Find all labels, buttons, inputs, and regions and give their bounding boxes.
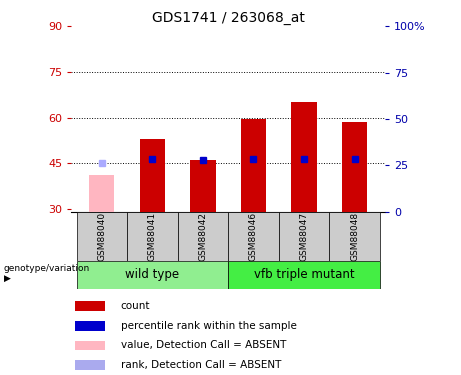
Text: GSM88041: GSM88041 bbox=[148, 211, 157, 261]
Bar bbox=[228, 261, 380, 289]
Bar bbox=[77, 212, 127, 261]
Text: GSM88042: GSM88042 bbox=[198, 212, 207, 261]
Bar bbox=[329, 212, 380, 261]
Title: GDS1741 / 263068_at: GDS1741 / 263068_at bbox=[152, 11, 305, 25]
Bar bbox=[75, 360, 105, 370]
Bar bbox=[127, 212, 177, 261]
Bar bbox=[89, 176, 114, 212]
Text: GSM88040: GSM88040 bbox=[97, 211, 106, 261]
Text: vfb triple mutant: vfb triple mutant bbox=[254, 268, 355, 281]
Bar bbox=[228, 212, 279, 261]
Bar bbox=[279, 212, 329, 261]
Bar bbox=[140, 139, 165, 212]
Text: count: count bbox=[121, 301, 150, 311]
Text: GSM88046: GSM88046 bbox=[249, 211, 258, 261]
Bar bbox=[291, 102, 317, 212]
Bar bbox=[77, 261, 228, 289]
Text: GSM88048: GSM88048 bbox=[350, 211, 359, 261]
Text: value, Detection Call = ABSENT: value, Detection Call = ABSENT bbox=[121, 340, 286, 351]
Bar bbox=[177, 212, 228, 261]
Text: rank, Detection Call = ABSENT: rank, Detection Call = ABSENT bbox=[121, 360, 281, 370]
Bar bbox=[241, 119, 266, 212]
Bar bbox=[75, 321, 105, 330]
Bar bbox=[75, 341, 105, 350]
Text: percentile rank within the sample: percentile rank within the sample bbox=[121, 321, 296, 331]
Bar bbox=[75, 302, 105, 311]
Text: wild type: wild type bbox=[125, 268, 179, 281]
Text: genotype/variation
▶: genotype/variation ▶ bbox=[4, 264, 90, 283]
Text: GSM88047: GSM88047 bbox=[300, 211, 308, 261]
Bar bbox=[190, 160, 216, 212]
Bar bbox=[342, 122, 367, 212]
